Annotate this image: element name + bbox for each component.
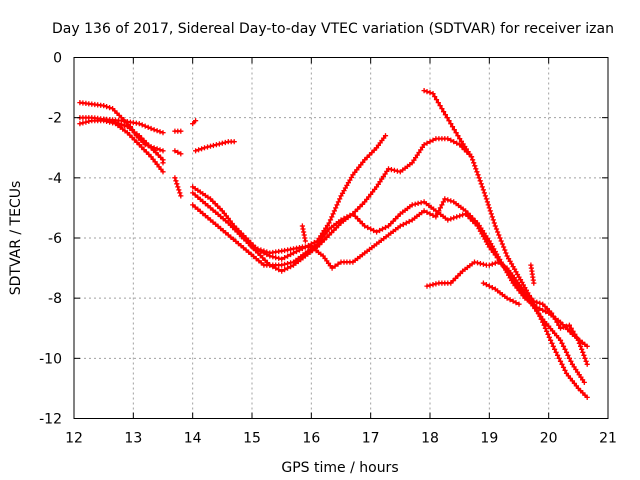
series-arc-17 bbox=[486, 259, 590, 367]
y-tick-label: -12 bbox=[39, 412, 62, 428]
y-axis-ticks: 0 -2 -4 -6 -8 -10 -12 bbox=[39, 51, 608, 428]
series-arc-16 bbox=[424, 259, 489, 289]
series-arc-3 bbox=[77, 118, 166, 175]
series-arc-19 bbox=[528, 262, 537, 286]
series-arc-10 bbox=[190, 133, 389, 262]
x-tick-label: 18 bbox=[421, 431, 439, 447]
chart-title: Day 136 of 2017, Sidereal Day-to-day VTE… bbox=[52, 21, 614, 37]
x-axis-ticks: 12 13 14 15 16 17 18 19 20 21 bbox=[65, 57, 617, 447]
x-tick-label: 14 bbox=[184, 431, 202, 447]
y-tick-label: -4 bbox=[48, 171, 62, 187]
series-markers bbox=[190, 118, 199, 127]
series-markers bbox=[480, 280, 522, 307]
series-arc-14 bbox=[299, 223, 308, 244]
series-arc-18 bbox=[480, 280, 522, 307]
series-trace bbox=[250, 197, 589, 348]
grid-lines bbox=[74, 57, 608, 419]
x-axis-label: GPS time / hours bbox=[281, 460, 398, 476]
series-markers bbox=[299, 223, 308, 244]
y-axis-label: SDTVAR / TECUs bbox=[8, 181, 24, 296]
y-tick-label: -2 bbox=[48, 111, 62, 127]
y-tick-label: -6 bbox=[48, 231, 62, 247]
series-markers bbox=[486, 259, 590, 367]
data-series bbox=[77, 88, 590, 400]
y-tick-label: -8 bbox=[48, 291, 62, 307]
x-tick-label: 19 bbox=[480, 431, 498, 447]
x-tick-label: 17 bbox=[362, 431, 380, 447]
series-arc-6 bbox=[172, 148, 184, 157]
series-markers bbox=[172, 128, 184, 134]
x-tick-label: 13 bbox=[124, 431, 142, 447]
series-markers bbox=[421, 88, 590, 400]
y-tick-label: 0 bbox=[53, 51, 62, 67]
series-arc-15 bbox=[421, 88, 590, 400]
x-tick-label: 16 bbox=[302, 431, 320, 447]
series-markers bbox=[172, 148, 184, 157]
series-markers bbox=[528, 262, 537, 286]
series-markers bbox=[424, 259, 489, 289]
x-tick-label: 21 bbox=[599, 431, 617, 447]
series-markers bbox=[101, 116, 166, 136]
series-arc-13 bbox=[249, 196, 590, 349]
series-arc-4 bbox=[101, 116, 166, 136]
y-tick-label: -10 bbox=[39, 351, 62, 367]
series-markers bbox=[77, 118, 166, 175]
series-arc-5 bbox=[172, 128, 184, 134]
series-markers bbox=[249, 196, 590, 349]
series-arc-7 bbox=[172, 175, 184, 199]
series-arc-8 bbox=[190, 118, 199, 127]
series-markers bbox=[193, 139, 237, 154]
series-markers bbox=[190, 133, 389, 262]
series-trace bbox=[191, 134, 387, 261]
series-trace bbox=[423, 89, 589, 399]
x-tick-label: 12 bbox=[65, 431, 83, 447]
x-tick-label: 15 bbox=[243, 431, 261, 447]
x-tick-label: 20 bbox=[540, 431, 558, 447]
series-arc-9 bbox=[193, 139, 237, 154]
series-markers bbox=[172, 175, 184, 199]
